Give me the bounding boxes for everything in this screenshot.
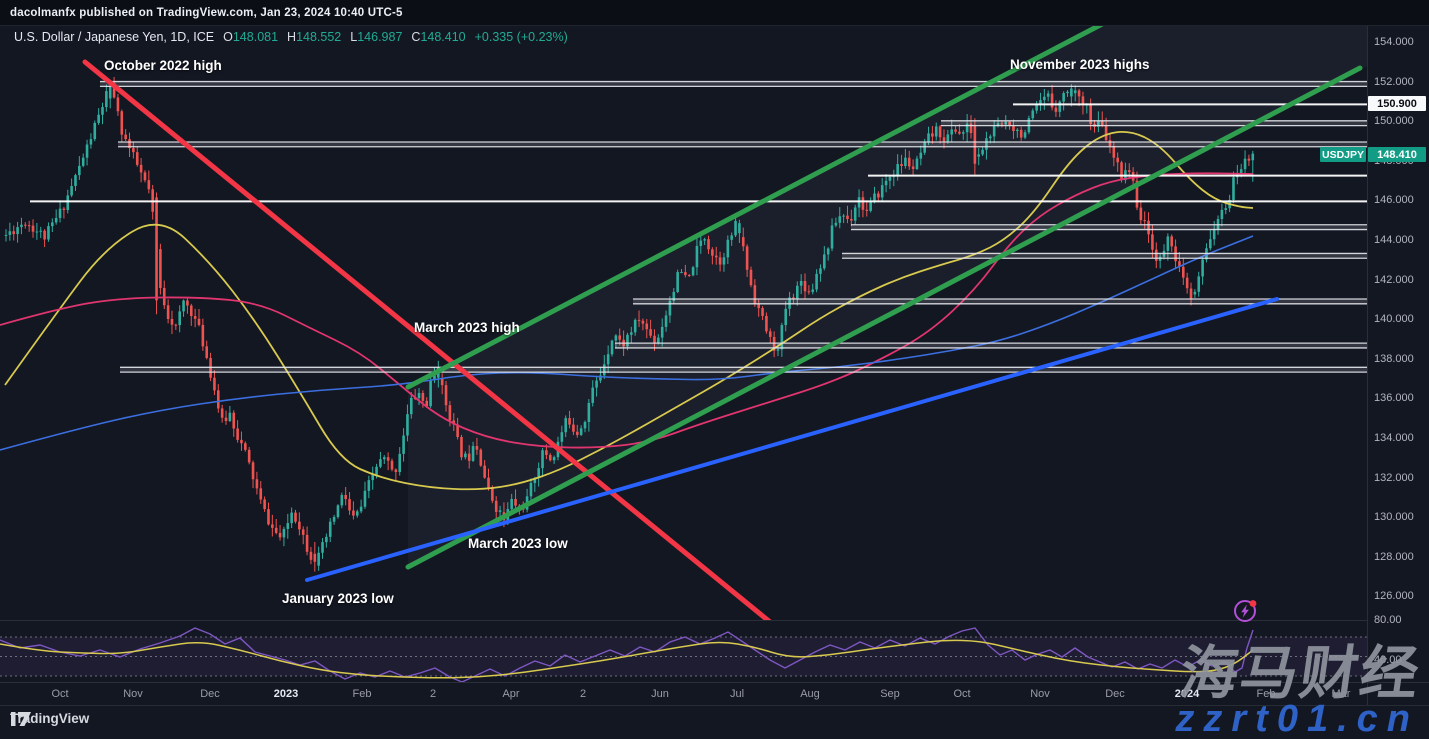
time-tick-label: Jul <box>729 688 745 700</box>
price-tick-label: 138.000 <box>1374 352 1414 365</box>
ohlc-high: H148.552 <box>287 30 342 44</box>
red-downtrend <box>82 59 772 620</box>
time-tick-label: Oct <box>51 688 69 700</box>
chart-annotation: October 2022 high <box>104 58 222 73</box>
chart-annotation: November 2023 highs <box>1010 57 1150 72</box>
price-tick-label: 144.000 <box>1374 234 1414 246</box>
price-tick-label: 150.000 <box>1374 115 1414 128</box>
time-tick-label: 2 <box>429 688 437 700</box>
chart-annotation: March 2023 high <box>414 320 520 335</box>
tradingview-logo-icon <box>11 712 31 726</box>
key-levels-layer <box>30 80 1367 373</box>
time-tick-label: 2023 <box>273 688 299 700</box>
main-pane <box>0 26 1367 620</box>
time-axis-separator <box>0 682 1429 683</box>
chart-annotation: March 2023 low <box>468 536 568 551</box>
ma-slow-blue <box>0 235 1254 451</box>
price-tick-label: 128.000 <box>1374 550 1414 563</box>
current-symbol-label: USDJPY <box>1320 147 1366 162</box>
indicator-tick-label: 80.00 <box>1374 614 1402 626</box>
indicator-tick-label: 40.00 <box>1374 654 1402 666</box>
time-tick-label: Oct <box>953 688 971 700</box>
price-tick-label: 140.000 <box>1374 313 1414 326</box>
price-tick-label: 142.000 <box>1374 273 1414 286</box>
time-tick-label: Nov <box>123 688 143 700</box>
publish-info: dacolmanfx published on TradingView.com,… <box>10 6 403 19</box>
price-tick-label: 136.000 <box>1374 392 1414 405</box>
time-tick-label: Dec <box>1105 688 1125 700</box>
current-price-label: 148.410 <box>1368 147 1426 162</box>
ohlc-open: O148.081 <box>223 30 279 44</box>
time-tick-label: Feb <box>1256 688 1276 700</box>
price-tick-label: 134.000 <box>1374 432 1414 444</box>
price-axis-separator <box>1367 25 1368 705</box>
level-price-label: 150.900 <box>1368 96 1426 111</box>
time-tick-label: Sep <box>880 688 900 700</box>
rsi-pane <box>0 627 1367 682</box>
change-value: +0.335 (+0.23%) <box>474 30 568 44</box>
rsi-ma-line <box>0 639 1254 679</box>
price-tick-label: 132.000 <box>1374 471 1414 484</box>
price-tick-label: 126.000 <box>1374 590 1414 603</box>
symbol-title: U.S. Dollar / Japanese Yen, 1D, ICE <box>14 30 215 44</box>
price-tick-label: 152.000 <box>1374 75 1414 88</box>
time-tick-label: Mar <box>1331 688 1351 700</box>
time-tick-label: Apr <box>502 688 520 700</box>
time-tick-label: Dec <box>200 688 220 700</box>
ohlc-close: C148.410 <box>411 30 466 44</box>
tradingview-brand[interactable]: TradingView <box>10 711 90 726</box>
green-channel-upper <box>405 26 1104 390</box>
time-tick-label: Feb <box>352 688 372 700</box>
ma-fast-yellow <box>4 130 1254 491</box>
ma-mid-magenta <box>0 172 1254 449</box>
symbol-legend[interactable]: U.S. Dollar / Japanese Yen, 1D, ICE O148… <box>14 30 568 44</box>
publish-bar: dacolmanfx published on TradingView.com,… <box>0 0 1429 26</box>
price-tick-label: 130.000 <box>1374 511 1414 524</box>
trend-channel-fill <box>408 26 1367 567</box>
time-tick-label: Aug <box>800 688 820 700</box>
time-tick-label: 2024 <box>1174 688 1200 700</box>
price-tick-label: 146.000 <box>1374 194 1414 207</box>
blue-uptrend <box>305 297 1279 582</box>
watermark-site: zzrt01.cn <box>1175 698 1419 739</box>
green-channel-lower <box>405 65 1363 570</box>
price-tick-label: 154.000 <box>1374 36 1414 48</box>
time-tick-label: Nov <box>1030 688 1050 700</box>
indicator-pane-separator[interactable] <box>0 620 1367 621</box>
ohlc-low: L146.987 <box>350 30 403 44</box>
rsi-line <box>0 627 1254 682</box>
time-tick-label: Jun <box>651 688 669 700</box>
time-tick-label: 2 <box>579 688 587 700</box>
chart-annotation: January 2023 low <box>282 591 394 606</box>
footer-separator <box>0 705 1429 706</box>
boost-lightning-icon[interactable] <box>1232 598 1260 626</box>
